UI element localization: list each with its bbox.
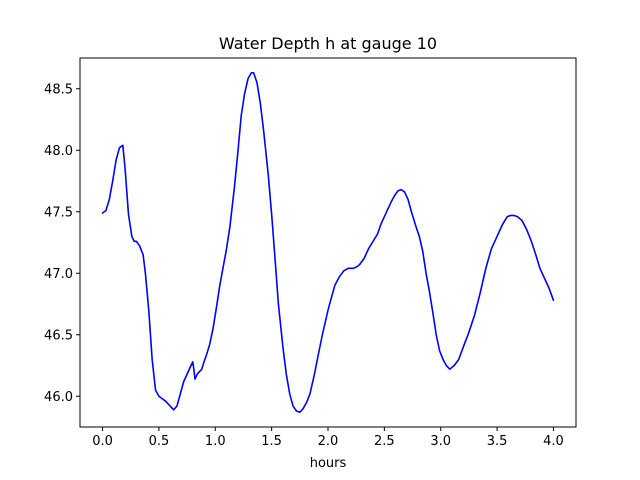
y-tick-label: 46.5	[44, 328, 73, 343]
plot-area	[101, 71, 555, 414]
x-tick-label: 0.5	[149, 434, 170, 449]
x-axis: 0.0 0.5 1.0 1.5 2.0 2.5 3.0 3.5 4.0	[92, 427, 564, 449]
x-tick-label: 1.5	[261, 434, 282, 449]
y-tick-label: 47.0	[44, 267, 73, 282]
x-tick-label: 2.5	[374, 434, 395, 449]
y-axis: 46.0 46.5 47.0 47.5 48.0 48.5	[44, 82, 80, 405]
x-tick-label: 3.0	[430, 434, 451, 449]
x-tick-label: 1.0	[205, 434, 226, 449]
y-tick-label: 48.0	[44, 144, 73, 159]
chart-title: Water Depth h at gauge 10	[219, 34, 437, 53]
x-tick-label: 0.0	[92, 434, 113, 449]
y-tick-label: 46.0	[44, 390, 73, 405]
y-tick-label: 48.5	[44, 82, 73, 97]
x-tick-label: 3.5	[487, 434, 508, 449]
x-tick-label: 2.0	[318, 434, 339, 449]
y-tick-label: 47.5	[44, 205, 73, 220]
x-tick-label: 4.0	[543, 434, 564, 449]
series-line-0	[101, 71, 555, 414]
x-axis-label: hours	[310, 456, 347, 471]
